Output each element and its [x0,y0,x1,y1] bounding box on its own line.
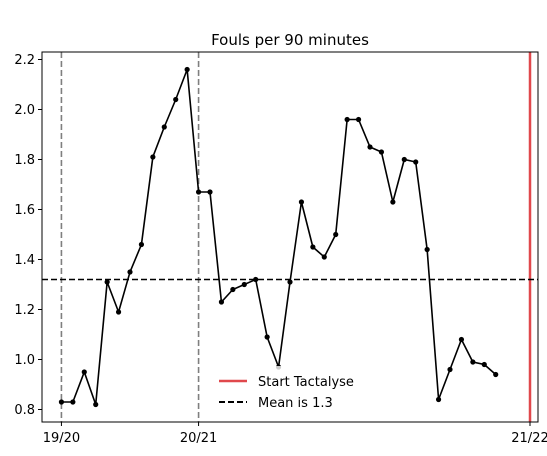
y-tick-label: 2.2 [14,53,35,68]
data-point [218,299,225,305]
legend: Start Tactalyse Mean is 1.3 [210,366,370,416]
data-point [81,369,87,375]
series-line [61,69,497,405]
data-point [138,241,145,248]
x-tick-label: 20/21 [180,431,217,446]
data-point [298,199,305,205]
data-point [310,244,316,250]
data-point [493,371,499,378]
data-point [413,159,419,165]
data-point [161,124,167,130]
data-point [447,366,453,373]
legend-label-start-tactalyse: Start Tactalyse [258,375,354,390]
data-point [435,396,442,403]
plot-area: 0.8 1.0 1.2 1.4 1.6 1.8 2.0 2.2 19/20 20/21 21/22 [14,51,547,446]
chart-title: Fouls per 90 minutes [211,31,369,49]
legend-label-mean: Mean is 1.3 [258,396,333,411]
data-point [470,359,476,365]
data-point [333,231,339,238]
data-point [195,189,202,195]
data-point [184,66,190,73]
data-point [424,246,430,253]
data-point [390,199,396,205]
data-point [93,401,99,408]
y-tick-label: 1.2 [14,303,35,318]
y-tick-label: 1.6 [14,203,35,218]
data-point [58,399,65,405]
data-point [378,149,385,155]
data-point [207,189,213,195]
y-tick-label: 1.8 [14,153,35,168]
data-point [321,254,327,260]
y-tick-label: 2.0 [14,103,35,118]
data-point [104,279,110,285]
data-point [150,154,156,160]
x-tick-label: 19/20 [43,431,80,446]
x-tick-label: 21/22 [511,431,547,446]
data-point [355,116,362,123]
data-point [401,156,407,163]
axes-frame [41,51,539,423]
data-point [367,144,373,150]
data-point [70,399,76,405]
legend-frame [210,366,370,416]
y-tick-label: 1.4 [14,253,35,268]
data-point [173,96,179,103]
data-point [264,334,270,340]
data-point [241,281,247,288]
data-point [253,276,259,283]
data-point [115,309,122,315]
data-point [344,116,350,123]
data-point [458,336,465,343]
data-point [230,286,236,293]
y-tick-label: 1.0 [14,353,35,368]
data-point [287,279,293,285]
y-tick-label: 0.8 [14,403,35,418]
data-point [127,269,133,275]
data-point [481,361,487,368]
